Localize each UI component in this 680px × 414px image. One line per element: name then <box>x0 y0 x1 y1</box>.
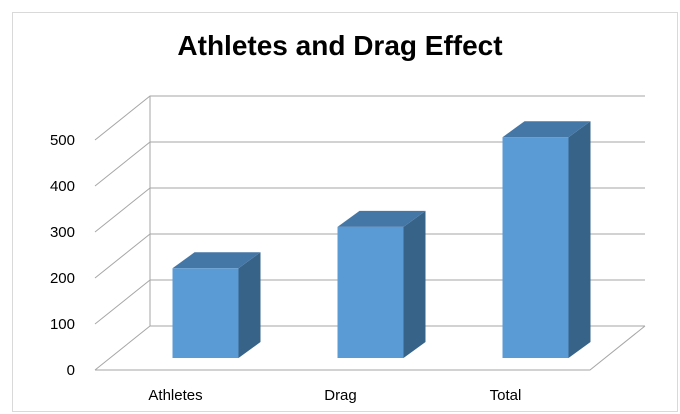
x-tick-label: Total <box>490 387 522 404</box>
bar <box>172 252 261 358</box>
gridline <box>94 233 645 279</box>
bar-top <box>502 121 591 138</box>
bar-top <box>172 252 261 269</box>
gridline <box>94 141 645 187</box>
y-tick-label: 500 <box>50 132 75 149</box>
y-tick-label: 100 <box>50 316 75 333</box>
bar-side <box>403 210 426 358</box>
x-tick-label: Drag <box>324 387 357 404</box>
x-tick-label: Athletes <box>148 387 202 404</box>
gridline <box>94 95 645 141</box>
y-tick-label: 200 <box>50 270 75 287</box>
bar-front <box>172 268 239 358</box>
bar-side <box>238 252 261 358</box>
bars <box>172 121 591 358</box>
gridline <box>94 279 645 325</box>
bar <box>337 210 426 358</box>
bar-front <box>502 137 569 358</box>
y-tick-label: 300 <box>50 224 75 241</box>
bar-side <box>568 121 591 358</box>
y-tick-label: 400 <box>50 178 75 195</box>
bar-top <box>337 210 426 227</box>
y-axis-ticks: 0 100 200 300 400 500 <box>50 132 75 379</box>
bar <box>502 121 591 358</box>
bar-front <box>337 226 404 358</box>
chart-title: Athletes and Drag Effect <box>177 30 503 61</box>
x-axis-labels: Athletes Drag Total <box>148 387 521 404</box>
gridline <box>94 187 645 233</box>
floor-edge <box>95 325 646 371</box>
y-tick-label: 0 <box>67 362 75 379</box>
grid-lines <box>94 95 646 371</box>
gridline <box>94 325 645 371</box>
